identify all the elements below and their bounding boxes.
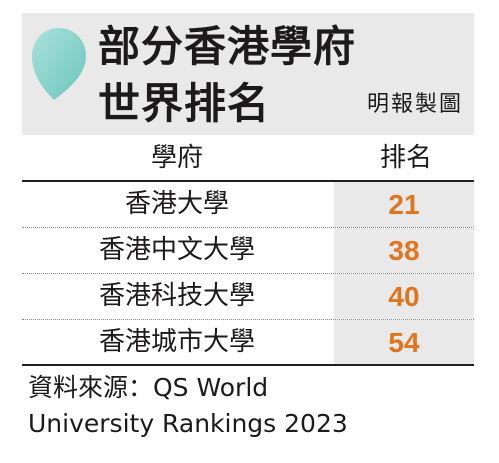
- header-band: [22, 13, 474, 135]
- university-name: 香港大學: [124, 189, 229, 219]
- source-line-1: 資料來源：QS World: [28, 373, 269, 402]
- table-header: 學府 排名: [22, 138, 474, 178]
- header-divider: [22, 180, 474, 182]
- rank-value: 21: [334, 182, 474, 227]
- university-name: 香港科技大學: [98, 281, 255, 311]
- rank-value: 54: [334, 320, 474, 365]
- table-row: 香港城市大學 54: [22, 320, 474, 365]
- footer-divider: [22, 364, 474, 366]
- university-name: 香港中文大學: [98, 235, 255, 265]
- university-name: 香港城市大學: [98, 327, 255, 357]
- rank-value: 38: [334, 228, 474, 273]
- table-row: 香港中文大學 38: [22, 228, 474, 274]
- table-row: 香港大學 21: [22, 182, 474, 228]
- column-header-university: 學府: [150, 143, 203, 173]
- ranking-table-body: 香港大學 21 香港中文大學 38 香港科技大學 40 香港城市大學 54: [22, 182, 474, 365]
- page-title-line-2: 世界排名: [98, 79, 271, 128]
- rank-value: 40: [334, 274, 474, 319]
- page-title-line-1: 部分香港學府: [98, 22, 357, 71]
- graphic-credit: 明報製圖: [366, 92, 463, 117]
- source-note: 資料來源：QS World University Rankings 2023: [28, 370, 478, 442]
- column-header-rank: 排名: [379, 143, 432, 173]
- table-row: 香港科技大學 40: [22, 274, 474, 320]
- source-line-2: University Rankings 2023: [28, 409, 348, 438]
- teardrop-icon: [32, 28, 86, 100]
